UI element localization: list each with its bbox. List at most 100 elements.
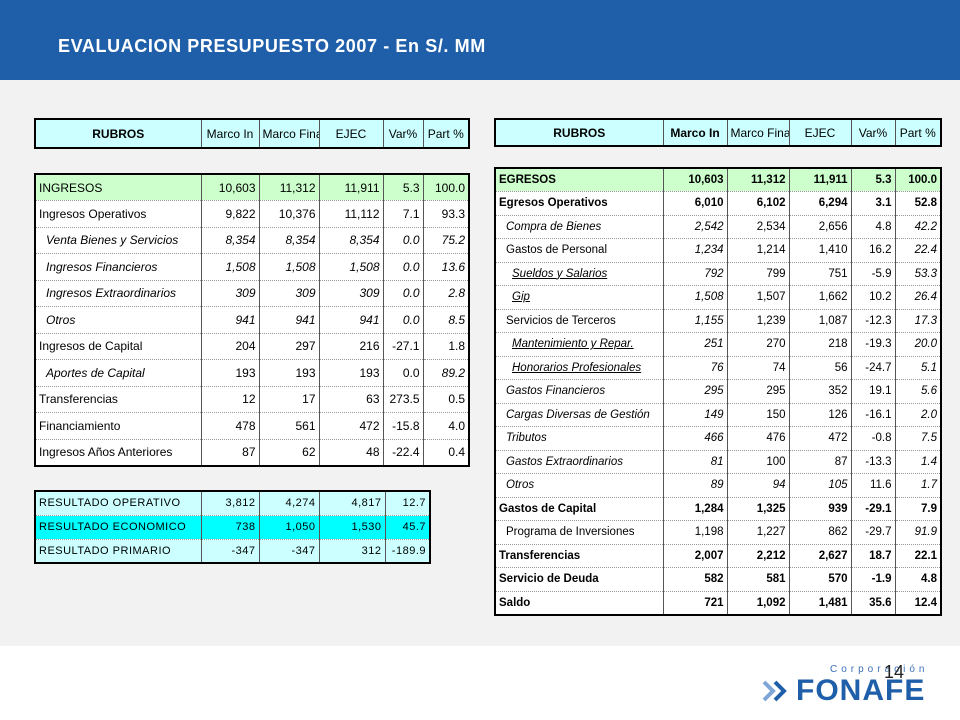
row-label: Honorarios Profesionales	[494, 356, 664, 380]
cell-marco-final: 8,354	[259, 227, 320, 254]
cell-var: -22.4	[383, 439, 424, 467]
cell-ejec: 11,911	[319, 173, 384, 201]
table-row: Ingresos Operativos 9,822 10,376 11,112 …	[34, 200, 470, 228]
col-marco-in: Marco In	[663, 118, 728, 147]
cell-ejec: 11,911	[789, 167, 852, 192]
row-label: Servicio de Deuda	[494, 567, 664, 592]
table-row: Financiamiento 478 561 472 -15.8 4.0	[34, 412, 470, 440]
row-label: Ingresos Operativos	[34, 200, 202, 228]
cell-marco-in: 12	[201, 386, 260, 413]
row-label: Ingresos Extraordinarios	[34, 280, 202, 307]
table-row: Otros 89 94 105 11.6 1.7	[494, 473, 942, 498]
cell-marco-final: 1,227	[727, 520, 790, 545]
cell-marco-final: 193	[259, 359, 320, 387]
table-row: Sueldos y Salarios 792 799 751 -5.9 53.3	[494, 262, 942, 286]
table-row: Tributos 466 476 472 -0.8 7.5	[494, 426, 942, 451]
egresos-table: EGRESOS 10,603 11,312 11,911 5.3 100.0 E…	[494, 167, 942, 616]
cell-marco-final: 1,214	[727, 238, 790, 263]
row-label: Mantenimiento y Repar.	[494, 332, 664, 357]
cell-marco-in: 89	[663, 473, 728, 498]
col-part: Part %	[423, 118, 470, 149]
logo-fonafe: FONAFE	[796, 674, 926, 707]
cell-var: 45.7	[385, 515, 431, 540]
cell-marco-in: 2,007	[663, 544, 728, 568]
col-marco-final: Marco Final	[727, 118, 790, 147]
cell-marco-in: 1,508	[201, 253, 260, 281]
resultados-table: RESULTADO OPERATIVO 3,812 4,274 4,817 12…	[34, 490, 431, 564]
table-row: Gastos Extraordinarios 81 100 87 -13.3 1…	[494, 450, 942, 474]
cell-ejec: 2,627	[789, 544, 852, 568]
cell-marco-final: -347	[259, 539, 320, 564]
table-row: Venta Bienes y Servicios 8,354 8,354 8,3…	[34, 227, 470, 254]
row-label: Otros	[34, 306, 202, 334]
cell-marco-in: 1,155	[663, 309, 728, 333]
cell-var: -27.1	[383, 333, 424, 360]
cell-ejec: 1,662	[789, 285, 852, 310]
cell-part: 2.8	[423, 280, 470, 307]
cell-marco-final: 6,102	[727, 191, 790, 216]
cell-part: 13.6	[423, 253, 470, 281]
cell-ejec: 87	[789, 450, 852, 474]
cell-part: 0.4	[423, 439, 470, 467]
table-row: Ingresos Años Anteriores 87 62 48 -22.4 …	[34, 439, 470, 467]
table-row: Honorarios Profesionales 76 74 56 -24.7 …	[494, 356, 942, 380]
cell-ejec: 105	[789, 473, 852, 498]
table-row: Gastos de Personal 1,234 1,214 1,410 16.…	[494, 238, 942, 263]
col-var: Var%	[383, 118, 424, 149]
table-row: Transferencias 2,007 2,212 2,627 18.7 22…	[494, 544, 942, 568]
cell-marco-in: 1,234	[663, 238, 728, 263]
cell-marco-final: 2,212	[727, 544, 790, 568]
cell-marco-final: 1,507	[727, 285, 790, 310]
cell-part: 100.0	[423, 173, 470, 201]
title-bar: EVALUACION PRESUPUESTO 2007 - En S/. MM	[0, 0, 960, 80]
cell-marco-final: 561	[259, 412, 320, 440]
cell-marco-in: 8,354	[201, 227, 260, 254]
page-title: EVALUACION PRESUPUESTO 2007 - En S/. MM	[58, 36, 486, 56]
cell-part: 1.4	[895, 450, 942, 474]
cell-part: 22.1	[895, 544, 942, 568]
col-var: Var%	[851, 118, 896, 147]
cell-part: 93.3	[423, 200, 470, 228]
cell-var: 35.6	[851, 591, 896, 616]
cell-ejec: 751	[789, 262, 852, 286]
cell-marco-in: 941	[201, 306, 260, 334]
table-row: Saldo 721 1,092 1,481 35.6 12.4	[494, 591, 942, 616]
table-row: Gip 1,508 1,507 1,662 10.2 26.4	[494, 285, 942, 310]
row-label: Gastos de Personal	[494, 238, 664, 263]
row-label: Saldo	[494, 591, 664, 616]
cell-marco-final: 297	[259, 333, 320, 360]
row-label: Financiamiento	[34, 412, 202, 440]
cell-part: 26.4	[895, 285, 942, 310]
cell-marco-in: 466	[663, 426, 728, 451]
cell-marco-in: 76	[663, 356, 728, 380]
cell-ejec: 8,354	[319, 227, 384, 254]
cell-part: 0.5	[423, 386, 470, 413]
row-label: Servicios de Terceros	[494, 309, 664, 333]
cell-part: 7.9	[895, 497, 942, 521]
row-label: Tributos	[494, 426, 664, 451]
table-row: Mantenimiento y Repar. 251 270 218 -19.3…	[494, 332, 942, 357]
row-label: Gip	[494, 285, 664, 310]
row-label: Cargas Diversas de Gestión	[494, 403, 664, 427]
table-row: Transferencias 12 17 63 273.5 0.5	[34, 386, 470, 413]
cell-part: 22.4	[895, 238, 942, 263]
cell-ejec: 1,087	[789, 309, 852, 333]
cell-ejec: 2,656	[789, 215, 852, 239]
col-marco-in: Marco In	[201, 118, 260, 149]
cell-part: 100.0	[895, 167, 942, 192]
cell-var: 0.0	[383, 227, 424, 254]
cell-marco-final: 150	[727, 403, 790, 427]
cell-part: 91.9	[895, 520, 942, 545]
cell-marco-final: 295	[727, 379, 790, 404]
cell-marco-in: 295	[663, 379, 728, 404]
row-label: Venta Bienes y Servicios	[34, 227, 202, 254]
cell-marco-final: 1,508	[259, 253, 320, 281]
cell-part: 7.5	[895, 426, 942, 451]
row-label: Transferencias	[494, 544, 664, 568]
cell-ejec: 218	[789, 332, 852, 357]
row-label: Ingresos Financieros	[34, 253, 202, 281]
cell-marco-in: 204	[201, 333, 260, 360]
cell-marco-in: 251	[663, 332, 728, 357]
egresos-header: RUBROS Marco In Marco Final EJEC Var% Pa…	[494, 118, 942, 147]
table-row: RESULTADO OPERATIVO 3,812 4,274 4,817 12…	[34, 490, 431, 516]
